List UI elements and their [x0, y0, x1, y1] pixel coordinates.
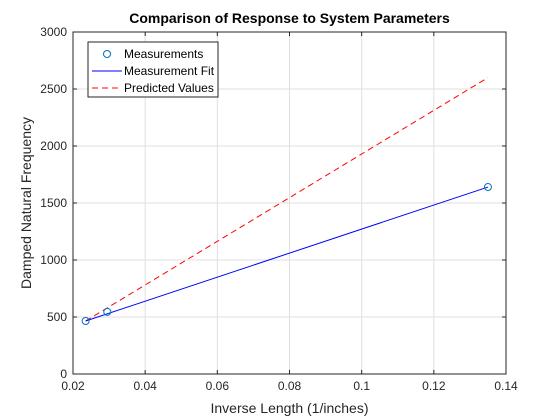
legend-marker-measurements	[103, 50, 111, 58]
y-axis-label: Damped Natural Frequency	[18, 117, 34, 289]
y-tick-label: 1500	[40, 196, 67, 210]
x-tick-label: 0.14	[494, 379, 518, 393]
measurement-point	[81, 316, 90, 325]
measurement-fit-line	[85, 186, 489, 322]
x-tick-label: 0.08	[278, 379, 302, 393]
axis-ticks	[72, 31, 507, 375]
legend-label: Measurement Fit	[124, 64, 215, 78]
x-tick-label: 0.12	[422, 379, 446, 393]
legend: Measurements Measurement Fit Predicted Val…	[87, 41, 219, 98]
chart-title: Comparison of Response to System Paramet…	[129, 10, 450, 26]
x-tick-label: 0.04	[133, 379, 157, 393]
y-tick-label: 1000	[40, 253, 67, 267]
y-tick-label: 500	[47, 310, 67, 324]
y-tick-label: 2500	[40, 82, 67, 96]
x-axis-label: Inverse Length (1/inches)	[211, 400, 369, 416]
y-tick-label: 0	[60, 367, 67, 381]
tick-labels: 0.02 0.04 0.06 0.08 0.1 0.12 0.14 0 500 1000 1500 2…	[40, 25, 518, 393]
x-tick-label: 0.06	[206, 379, 230, 393]
measurement-point	[483, 183, 492, 192]
measurement-point	[103, 307, 112, 316]
predicted-values-line	[85, 77, 489, 322]
series-layer	[81, 77, 492, 325]
x-tick-label: 0.1	[353, 379, 370, 393]
y-tick-label: 3000	[40, 25, 67, 39]
y-tick-label: 2000	[40, 139, 67, 153]
legend-label: Predicted Values	[124, 81, 214, 95]
x-tick-label: 0.02	[61, 379, 85, 393]
legend-label: Measurements	[124, 47, 203, 61]
